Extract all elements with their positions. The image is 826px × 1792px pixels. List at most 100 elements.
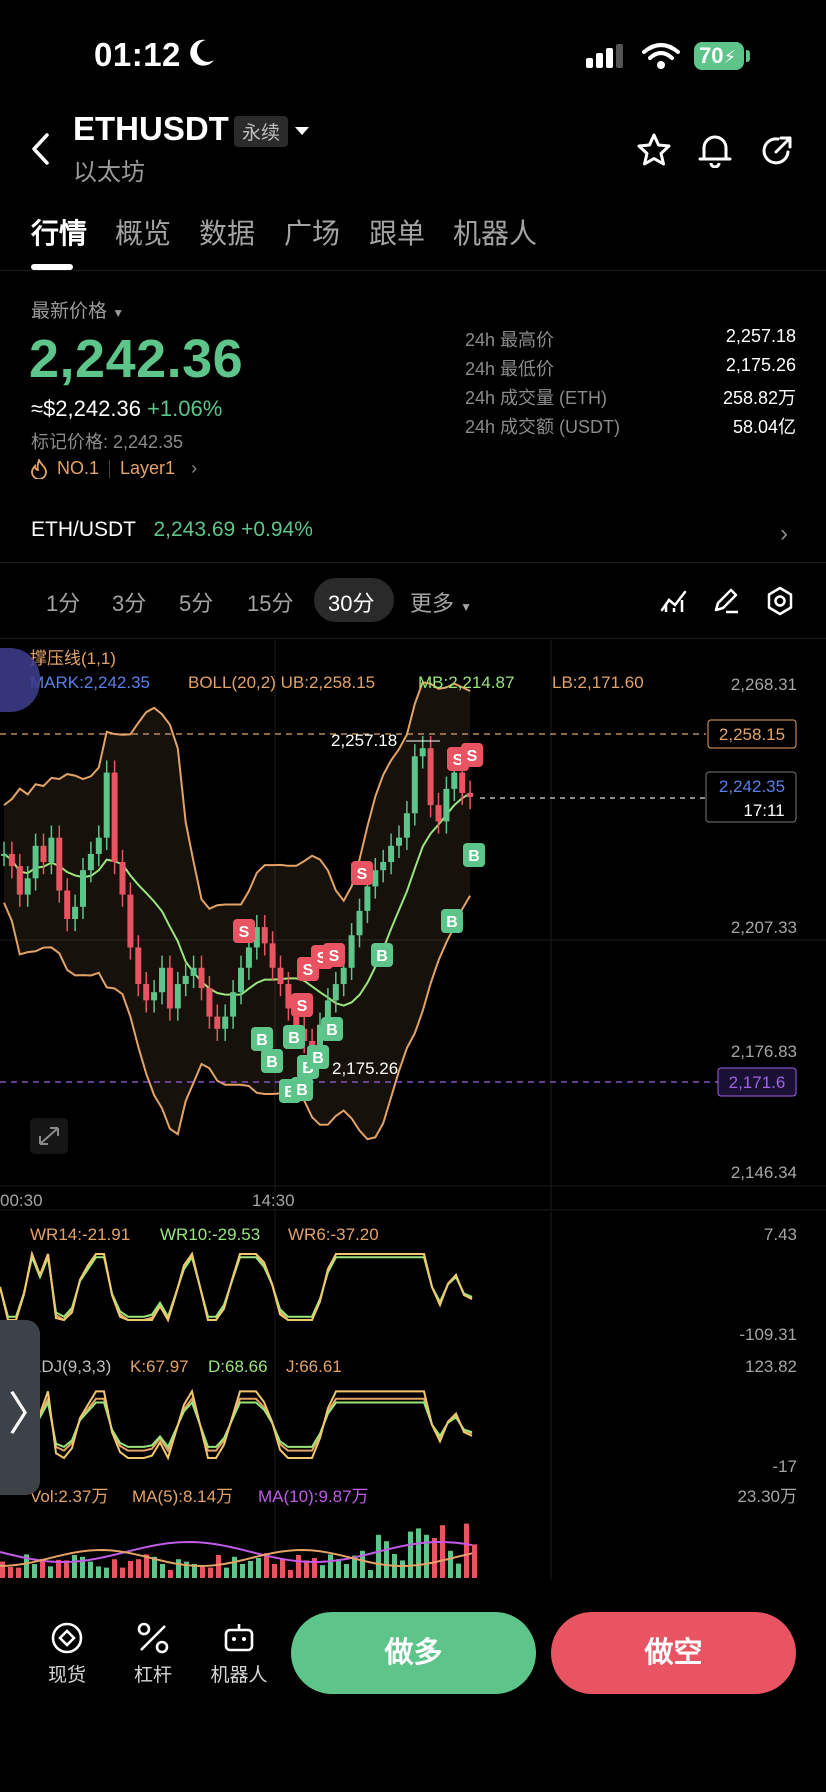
candle-body [324,1000,331,1025]
settings-icon[interactable] [766,586,794,621]
interval-more[interactable]: 更多 ▼ [410,591,473,616]
high-label: 2,257.18 [331,731,397,750]
wr14-legend: WR14:-21.91 [30,1225,130,1244]
candle-body [56,837,63,891]
spot-label[interactable]: 现货 [47,1665,86,1686]
volume-bar [448,1550,453,1578]
candle-body [396,837,402,846]
marker-label: S [453,752,464,769]
candle-body [127,894,134,948]
indicator-icon[interactable] [660,588,688,619]
chevron-right-icon[interactable]: › [780,520,788,547]
bell-icon[interactable] [698,132,732,173]
sell-marker [351,861,373,885]
candle-body [435,805,442,822]
rank-row[interactable]: NO.1 Layer1 › [31,458,197,479]
volume-bar [192,1564,197,1578]
volume-bar [120,1567,125,1578]
share-icon[interactable] [760,134,794,173]
y-tick: 2,268.31 [731,675,797,694]
volume-bar [64,1560,69,1578]
candle-body [222,1016,229,1029]
interval-30m[interactable]: 30分 [328,591,375,616]
support-resistance-label: 撑压线(1,1) [30,649,116,668]
candle-body [166,967,173,1009]
y-tick: 2,207.33 [731,918,797,937]
volume-bar [144,1554,149,1578]
candle-body [24,878,31,895]
marker-label: S [297,998,308,1015]
marker-label: B [302,1060,314,1077]
volume-bar [368,1570,373,1578]
page-title[interactable]: ETHUSDT [73,110,229,147]
expand-icon[interactable] [30,1118,68,1154]
boll-upper-line [3,681,471,910]
vol-top: 23.30万 [737,1487,797,1506]
volume-bar [232,1556,237,1578]
current-price-tag-text: 2,242.35 [719,777,785,796]
candle-body [111,772,118,863]
signal-icon [586,44,626,75]
short-button[interactable]: 做空 [551,1612,796,1694]
volume-bar [40,1559,45,1578]
volume-bar [32,1564,37,1578]
interval-5m[interactable]: 5分 [179,591,214,616]
candle-body [356,910,363,936]
pencil-icon[interactable] [712,586,740,619]
volume-bar [264,1553,269,1578]
spot-change: +0.94% [241,518,313,541]
usd-price: ≈$2,242.36 +1.06% [31,396,223,421]
stat-label-low: 24h 最低价 [465,359,555,379]
volume-bar [136,1559,141,1578]
tab-bots[interactable]: 机器人 [453,218,538,249]
interval-15m[interactable]: 15分 [247,591,294,616]
tab-copy-trade[interactable]: 跟单 [369,218,426,249]
candle-body [261,927,268,944]
marker-label: B [376,948,388,965]
stat-value-low: 2,175.26 [725,355,796,375]
lb-price-tag [717,1067,797,1097]
volume-bar [352,1555,357,1578]
countdown-text: 17:11 [743,801,784,820]
tab-underline [31,264,73,270]
leverage-icon[interactable] [128,1620,178,1661]
tab-overview[interactable]: 概览 [115,218,172,249]
spot-pair: ETH/USDT [31,518,136,541]
long-button[interactable]: 做多 [291,1612,536,1694]
leverage-label[interactable]: 杠杆 [133,1665,172,1686]
buy-marker [371,943,393,967]
tab-data[interactable]: 数据 [199,218,256,249]
bot-label[interactable]: 机器人 [210,1665,268,1686]
side-drawer-handle[interactable]: 〉 [0,1320,54,1495]
x-tick: 14:30 [252,1191,295,1210]
tab-square[interactable]: 广场 [284,218,341,249]
candle-body [135,947,142,985]
interval-1m[interactable]: 1分 [46,591,81,616]
back-icon[interactable] [30,132,50,171]
ub-price-tag [707,719,797,749]
dropdown-caret-icon[interactable] [294,124,310,142]
bot-icon[interactable] [214,1620,264,1661]
candle-body [87,853,94,871]
spot-pair-row[interactable]: ETH/USDT 2,243.69 +0.94% [31,518,313,542]
buy-marker [291,1077,313,1101]
battery-indicator: 70⚡ [694,42,744,70]
marker-label: B [446,914,458,931]
star-icon[interactable] [636,132,672,173]
candle-body [269,943,276,968]
volume-bar [384,1541,389,1578]
buy-marker [261,1049,283,1073]
candle-body [419,748,426,757]
spot-icon[interactable] [42,1620,92,1661]
buy-marker [321,1017,343,1041]
low-label: 2,175.26 [332,1059,398,1078]
sell-marker [233,919,255,943]
tab-market[interactable]: 行情 [31,218,88,249]
volume-bar [248,1561,253,1578]
candle-body [332,984,339,1001]
price-type-selector[interactable]: 最新价格 ▼ [31,301,125,322]
volume-bar [88,1561,93,1578]
marker-label: S [317,950,328,967]
interval-3m[interactable]: 3分 [112,591,147,616]
